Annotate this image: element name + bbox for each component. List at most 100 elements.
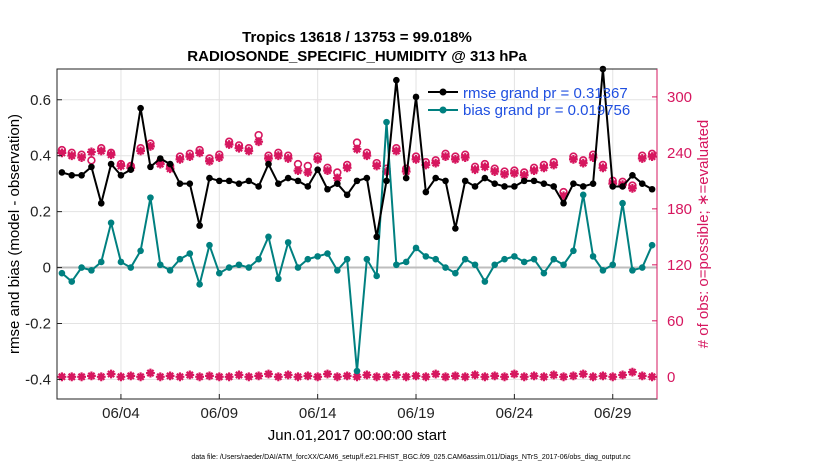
legend-rmse-marker <box>439 88 447 96</box>
marker-obs-evaluated <box>155 159 165 169</box>
marker-obs-count-low <box>460 372 470 382</box>
series-layer <box>57 65 657 382</box>
marker-obs-evaluated <box>352 144 362 154</box>
marker-rmse <box>127 166 135 173</box>
marker-obs-count-low <box>332 372 342 382</box>
marker-bias <box>452 269 459 277</box>
marker-obs-count-low <box>352 372 362 382</box>
marker-bias <box>314 253 321 260</box>
marker-obs-evaluated <box>303 168 313 177</box>
marker-obs-evaluated <box>214 153 224 162</box>
marker-bias <box>117 258 125 266</box>
marker-rmse <box>422 188 430 196</box>
marker-rmse <box>491 180 499 187</box>
marker-obs-evaluated <box>87 147 96 157</box>
marker-obs-count-low <box>214 372 224 382</box>
marker-bias <box>619 199 626 207</box>
marker-obs-evaluated <box>67 151 77 161</box>
marker-rmse <box>176 180 184 187</box>
marker-bias <box>560 261 567 269</box>
marker-bias <box>166 267 174 274</box>
marker-rmse <box>334 180 341 187</box>
chart-title-line-1: Tropics 13618 / 13753 = 99.018% <box>242 29 472 46</box>
marker-obs-evaluated <box>175 155 185 164</box>
marker-obs-count-low <box>175 372 185 382</box>
marker-bias <box>265 233 272 241</box>
marker-obs-evaluated <box>460 153 470 162</box>
marker-bias <box>550 255 558 263</box>
marker-bias <box>599 267 607 274</box>
marker-obs-count-low <box>313 372 323 382</box>
marker-rmse <box>393 76 400 84</box>
marker-bias <box>383 118 390 126</box>
marker-bias <box>629 267 636 274</box>
marker-obs-evaluated <box>637 154 647 163</box>
marker-bias <box>501 255 508 263</box>
marker-rmse <box>550 183 558 190</box>
marker-obs-count-low <box>244 372 254 382</box>
y-tick-label-right: 180 <box>667 201 692 218</box>
marker-obs-count-low <box>450 371 460 381</box>
marker-bias <box>393 261 400 269</box>
marker-obs-evaluated <box>136 146 146 156</box>
marker-bias <box>206 241 213 249</box>
marker-bias <box>540 269 548 277</box>
marker-rmse <box>78 171 85 179</box>
marker-bias <box>147 194 154 201</box>
marker-rmse <box>294 177 302 185</box>
marker-bias <box>471 261 479 269</box>
marker-obs-count-low <box>539 372 549 382</box>
marker-obs-count-low <box>431 369 441 379</box>
marker-obs-count-low <box>598 371 608 381</box>
marker-rmse <box>147 163 154 171</box>
marker-obs-count-low <box>106 369 116 379</box>
marker-rmse <box>461 177 469 185</box>
x-tick-label: 06/04 <box>102 405 140 422</box>
marker-bias <box>97 258 105 266</box>
x-tick-label: 06/19 <box>397 405 435 422</box>
marker-obs-evaluated <box>224 140 234 149</box>
marker-obs-evaluated <box>96 146 106 156</box>
marker-obs-count-low <box>549 370 559 380</box>
marker-rmse <box>235 180 243 187</box>
marker-rmse <box>432 174 439 182</box>
marker-obs-evaluated <box>490 167 500 176</box>
marker-obs-evaluated <box>234 143 244 153</box>
marker-obs-evaluated <box>588 153 598 162</box>
marker-obs-evaluated <box>519 170 529 180</box>
marker-obs-count-low <box>77 372 86 382</box>
marker-bias <box>78 264 85 271</box>
marker-obs-evaluated <box>77 153 86 162</box>
legend-bias-marker <box>439 106 447 114</box>
y-axis-label-left: rmse and bias (model - observation) <box>6 114 23 354</box>
marker-obs-count-low <box>234 370 244 380</box>
marker-obs-count-low <box>519 372 529 382</box>
marker-rmse <box>412 93 420 101</box>
x-tick-label: 06/09 <box>201 405 239 422</box>
marker-obs-evaluated <box>549 160 559 170</box>
marker-obs-count-low <box>254 371 264 381</box>
marker-rmse <box>373 233 380 241</box>
marker-bias <box>481 278 489 285</box>
marker-obs-evaluated <box>106 150 116 160</box>
marker-obs-evaluated <box>273 151 283 161</box>
y-tick-label-left: 0.4 <box>30 148 51 165</box>
marker-bias <box>68 278 76 285</box>
marker-obs-evaluated <box>293 166 303 175</box>
marker-rmse <box>511 183 518 190</box>
marker-rmse <box>314 166 321 173</box>
marker-obs-count-low <box>342 371 352 381</box>
y-tick-label-right: 120 <box>667 257 692 274</box>
marker-bias <box>461 255 469 263</box>
marker-obs-evaluated <box>205 156 214 166</box>
marker-rmse <box>579 183 587 190</box>
marker-obs-count-low <box>362 370 372 380</box>
marker-bias <box>609 261 617 269</box>
marker-obs-count-low <box>411 371 421 381</box>
marker-rmse <box>540 180 548 187</box>
marker-rmse <box>88 163 95 171</box>
y-tick-label-left: -0.2 <box>25 315 51 332</box>
marker-obs-count-low <box>529 371 539 381</box>
marker-obs-count-low <box>165 371 175 381</box>
marker-bias <box>511 253 518 260</box>
